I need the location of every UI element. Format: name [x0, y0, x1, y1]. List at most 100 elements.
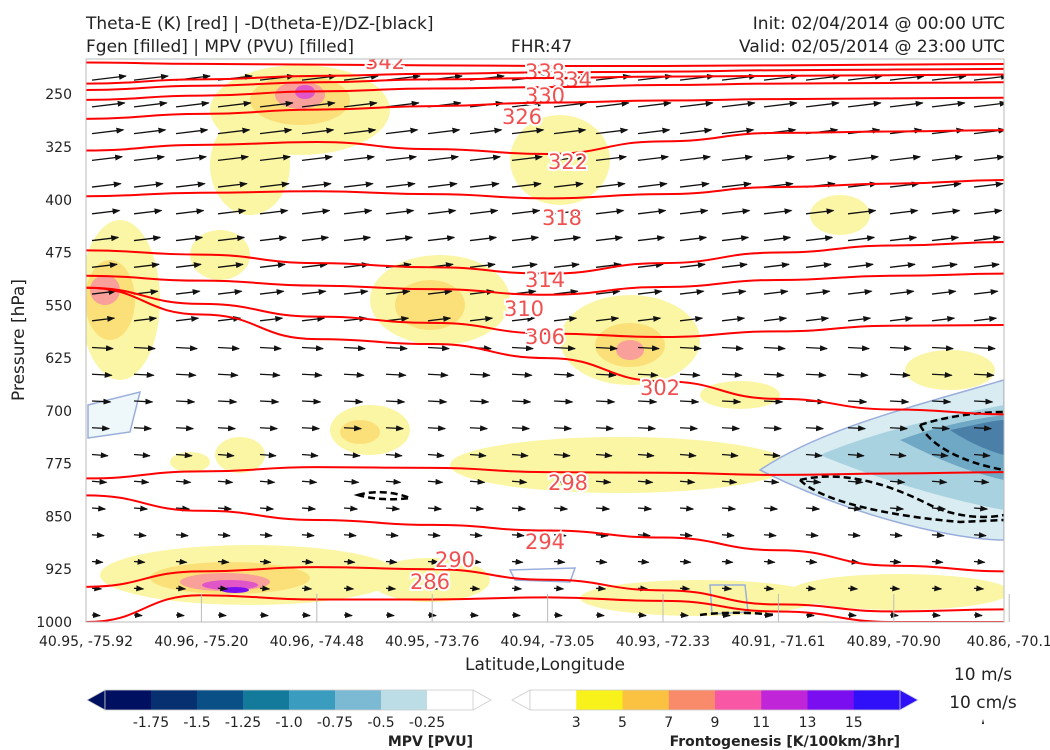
wind-arrow	[469, 371, 491, 378]
wind-arrow	[469, 154, 502, 161]
wind-arrow	[595, 612, 605, 619]
colorbar-extend-high	[472, 689, 492, 711]
wind-arrow	[931, 505, 947, 512]
wind-arrow	[973, 73, 1004, 81]
wind-arrow	[637, 478, 654, 485]
wind-arrow	[511, 425, 531, 432]
wind-arrow	[931, 478, 948, 485]
wind-arrow	[133, 398, 154, 405]
wind-arrow	[637, 558, 650, 565]
wind-arrow	[889, 235, 918, 242]
wind-arrow	[259, 452, 277, 459]
wind-arrow	[805, 100, 840, 108]
wind-arrow	[637, 235, 666, 242]
wind-arrow	[553, 235, 582, 242]
colorbar-tick-label: 7	[664, 715, 673, 731]
wind-arrow	[259, 398, 280, 405]
wind-arrow	[721, 478, 738, 485]
wind-arrow	[931, 398, 952, 405]
colorbar-title: Frontogenesis [K/100km/3hr]	[670, 734, 900, 750]
wind-scale-arrow	[982, 719, 984, 724]
wind-arrow	[385, 612, 395, 619]
wind-arrow	[469, 398, 490, 405]
wind-arrow	[217, 425, 237, 432]
y-axis: 250 325 400 475 550 625 700 775 850 925 1000	[36, 87, 72, 631]
colorbar-segment	[853, 690, 901, 710]
wind-arrow	[763, 100, 798, 108]
init-time: Init: 02/04/2014 @ 00:00 UTC	[752, 14, 1005, 34]
wind-arrow	[805, 208, 835, 215]
wind-arrow	[889, 289, 915, 296]
wind-arrow	[301, 235, 330, 242]
wind-arrow	[973, 208, 1003, 215]
theta-e-label-318: 318	[542, 206, 582, 230]
wind-arrow	[301, 478, 318, 485]
wind-arrow	[427, 235, 456, 242]
wind-arrow	[259, 532, 273, 539]
wind-arrow	[889, 73, 925, 81]
wind-arrow	[637, 612, 647, 619]
wind-arrow	[343, 558, 356, 565]
wind-arrow	[217, 208, 247, 215]
wind-arrow	[259, 371, 281, 378]
wind-arrow	[931, 181, 962, 188]
wind-arrow	[301, 289, 327, 296]
wind-arrow	[427, 478, 444, 485]
wind-arrow	[805, 558, 818, 565]
wind-arrow	[847, 289, 873, 296]
wind-arrow	[973, 532, 987, 539]
theta-e-contour-334	[86, 73, 1004, 91]
wind-arrow	[343, 235, 372, 242]
theta-e-label-306: 306	[525, 325, 565, 349]
wind-arrow	[301, 154, 334, 161]
wind-arrow	[973, 371, 995, 378]
theta-e-label-290: 290	[435, 548, 475, 572]
wind-arrow	[469, 425, 489, 432]
x-tick-label: 40.96, -74.48	[270, 634, 364, 650]
wind-arrow	[931, 315, 956, 322]
wind-arrow	[427, 181, 458, 188]
wind-arrow	[889, 371, 911, 378]
wind-arrow	[385, 558, 398, 565]
wind-arrow	[217, 289, 243, 296]
wind-arrow	[133, 73, 169, 81]
wind-arrow	[301, 425, 321, 432]
wind-arrow	[847, 154, 880, 161]
wind-arrow	[595, 315, 620, 322]
wind-arrow	[175, 425, 195, 432]
wind-arrow	[301, 532, 315, 539]
wind-arrow	[133, 452, 151, 459]
wind-arrow	[889, 154, 922, 161]
wind-arrow	[343, 100, 378, 108]
wind-scale-legend: 10 m/s 10 cm/s	[949, 665, 1017, 724]
wind-arrow	[343, 612, 353, 619]
wind-arrow	[301, 345, 324, 352]
wind-arrow	[679, 371, 701, 378]
wind-arrow	[763, 315, 788, 322]
wind-arrow	[973, 289, 999, 296]
theta-e-label-298: 298	[548, 471, 588, 495]
wind-arrow	[91, 154, 124, 161]
colorbars: -1.75 -1.5 -1.25 -1.0 -0.75 -0.5 -0.25 MPV [PVU…	[86, 689, 919, 750]
wind-arrow	[595, 262, 622, 269]
wind-arrow	[91, 585, 103, 592]
wind-arrow	[679, 345, 702, 352]
wind-arrow	[217, 505, 233, 512]
wind-arrow	[175, 398, 196, 405]
wind-arrow	[553, 154, 586, 161]
wind-arrow	[133, 425, 153, 432]
y-tick-label: 250	[45, 87, 72, 103]
wind-arrow	[217, 558, 230, 565]
colorbar-segment	[668, 690, 716, 710]
wind-arrow	[637, 100, 672, 108]
wind-arrow	[931, 73, 967, 81]
wind-arrow	[175, 558, 188, 565]
wind-arrow	[175, 585, 187, 592]
wind-arrow	[553, 478, 570, 485]
wind-arrow	[931, 425, 951, 432]
wind-arrow	[511, 345, 534, 352]
wind-arrow	[679, 181, 710, 188]
wind-arrow	[91, 532, 105, 539]
x-axis: 40.95, -75.92 40.96, -75.20 40.96, -74.48 4…	[39, 594, 1050, 650]
